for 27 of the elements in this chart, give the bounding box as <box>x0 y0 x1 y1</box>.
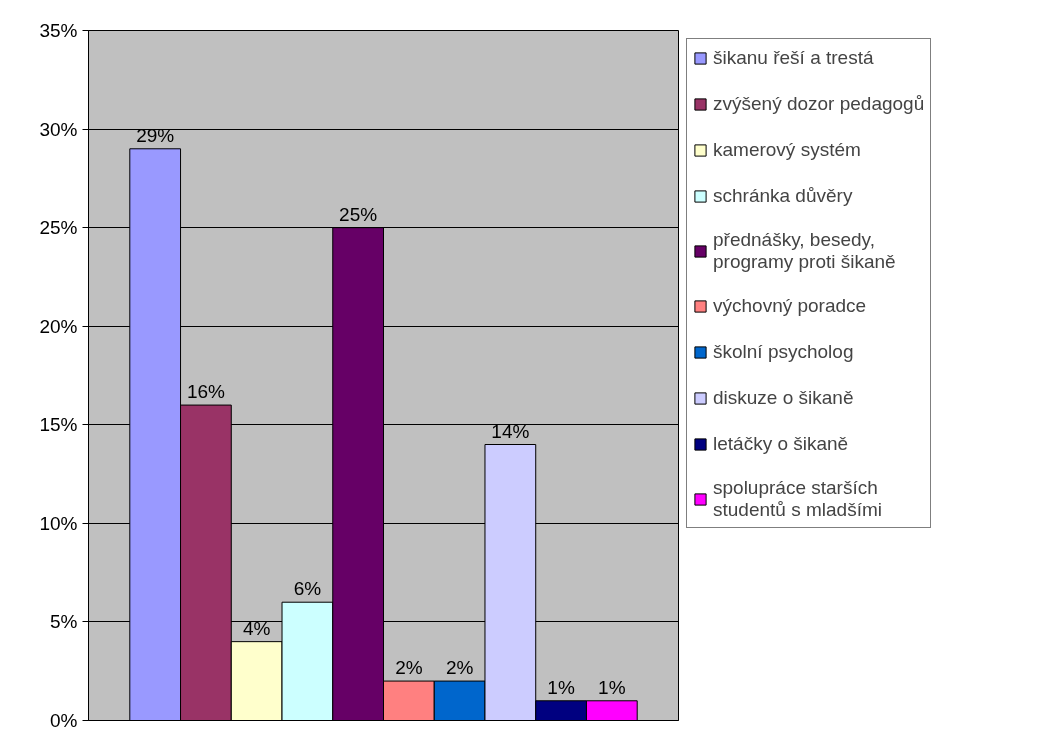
legend-label: letáčky o šikaně <box>713 432 849 456</box>
data-label: 14% <box>491 420 530 442</box>
data-label: 1% <box>598 676 626 698</box>
data-label: 4% <box>242 617 271 639</box>
legend-label: spolupráce starších studentů s mladšími <box>713 477 882 521</box>
data-label: 2% <box>445 657 474 679</box>
y-tick-label: 30% <box>39 118 78 140</box>
y-tick-label: 20% <box>39 315 78 337</box>
y-tick-label: 35% <box>39 20 78 41</box>
legend-label: kamerový systém <box>713 138 861 162</box>
data-label: 6% <box>293 578 322 600</box>
data-label: 16% <box>186 381 226 403</box>
y-tick-label: 0% <box>50 710 78 731</box>
y-tick-label: 10% <box>39 512 78 534</box>
legend-label: diskuze o šikaně <box>713 386 854 410</box>
legend-label: školní psycholog <box>713 340 854 364</box>
data-label: 1% <box>547 676 575 698</box>
legend-label: přednášky, besedy, programy proti šikaně <box>713 229 896 273</box>
legend-label: zvýšený dozor pedagogů <box>713 92 925 116</box>
legend-label: šikanu řeší a trestá <box>713 46 874 70</box>
y-tick-label: 15% <box>39 414 78 436</box>
data-label: 25% <box>339 203 378 225</box>
data-label: 2% <box>395 657 423 679</box>
y-tick-label: 25% <box>39 217 78 239</box>
y-tick-label: 5% <box>50 611 78 633</box>
legend-label: schránka důvěry <box>713 184 853 208</box>
legend-label: výchovný poradce <box>713 294 867 318</box>
